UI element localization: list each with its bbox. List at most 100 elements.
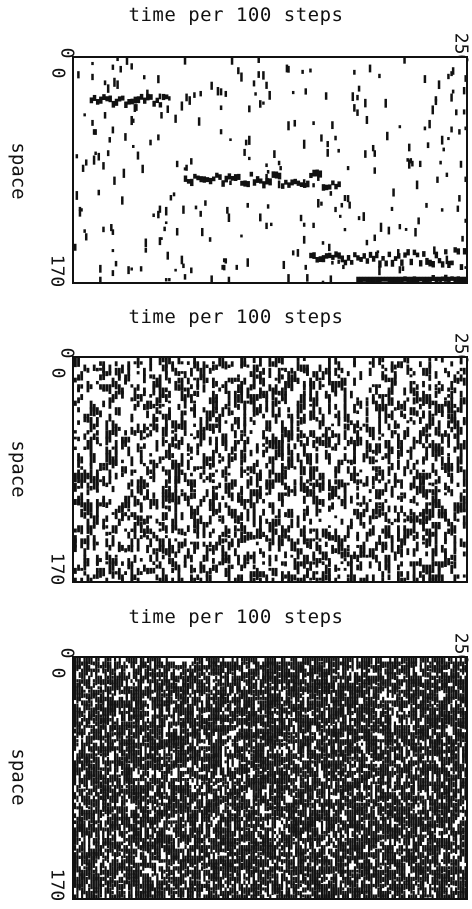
heatmap-cell <box>98 877 100 881</box>
heatmap-cell <box>156 658 158 662</box>
heatmap-cell <box>240 235 243 238</box>
heatmap-cell <box>399 125 402 128</box>
heatmap-cell <box>315 437 318 444</box>
heatmap-cell <box>182 722 184 729</box>
heatmap-cell <box>166 880 168 884</box>
heatmap-cell <box>369 277 372 282</box>
heatmap-cell <box>381 358 384 362</box>
heatmap-cell <box>143 424 146 434</box>
heatmap-cell <box>262 71 265 79</box>
heatmap-cell <box>85 233 88 240</box>
heatmap-cell <box>319 381 322 390</box>
heatmap-cell <box>231 492 234 501</box>
heatmap-cell <box>95 806 97 814</box>
heatmap-cell <box>166 866 168 872</box>
heatmap-cell <box>83 512 86 519</box>
heatmap-cell <box>102 884 104 887</box>
heatmap-cell <box>126 880 128 884</box>
heatmap-cell <box>356 397 359 400</box>
heatmap-cell <box>256 176 259 183</box>
heatmap-cell <box>116 704 118 708</box>
heatmap-cell <box>147 877 149 885</box>
heatmap-cell <box>366 401 369 407</box>
heatmap-cell <box>145 845 147 851</box>
heatmap-cell <box>381 374 384 380</box>
heatmap-cell <box>95 722 97 727</box>
heatmap-cell <box>328 397 331 401</box>
heatmap-cell <box>322 476 325 479</box>
heatmap-cell <box>265 223 268 229</box>
heatmap-cell <box>394 506 397 513</box>
heatmap-cell <box>366 116 369 124</box>
heatmap-cell <box>265 447 268 453</box>
heatmap-cell <box>359 470 362 473</box>
heatmap-cell <box>77 460 80 468</box>
heatmap-cell <box>102 863 104 869</box>
heatmap-cell <box>98 190 101 196</box>
heatmap-cell <box>463 420 466 425</box>
heatmap-cell <box>105 662 107 669</box>
heatmap-cell <box>152 404 155 408</box>
heatmap-cell <box>165 525 168 533</box>
heatmap-cell <box>441 447 444 455</box>
heatmap-cell <box>422 381 425 387</box>
heatmap-cell <box>152 746 154 750</box>
heatmap-cell <box>403 466 406 476</box>
heatmap-cell <box>201 228 204 236</box>
heatmap-cell <box>128 796 130 799</box>
heatmap-cell <box>109 785 111 789</box>
heatmap-cell <box>344 506 347 510</box>
heatmap-cell <box>123 718 125 721</box>
heatmap-cell <box>193 378 196 381</box>
heatmap-cell <box>363 453 366 462</box>
heatmap-cell <box>170 863 172 866</box>
heatmap-cell <box>228 506 231 516</box>
heatmap-cell <box>81 796 83 803</box>
heatmap-cell <box>372 437 375 441</box>
heatmap-cell <box>190 578 193 581</box>
heatmap-cell <box>173 887 175 890</box>
heatmap-cell <box>268 558 271 562</box>
heatmap-cell <box>294 558 297 565</box>
heatmap-cell <box>297 578 300 581</box>
heatmap-cell <box>165 414 168 421</box>
heatmap-cell <box>112 842 114 849</box>
heatmap-cell <box>93 714 95 717</box>
heatmap-cell <box>416 502 419 505</box>
heatmap-cell <box>428 483 431 486</box>
heatmap-cell <box>256 492 259 499</box>
heatmap-cell <box>168 96 171 100</box>
heatmap-cell <box>140 506 143 513</box>
heatmap-cell <box>384 535 387 539</box>
heatmap-cell <box>331 180 334 185</box>
heatmap-cell <box>240 470 243 478</box>
heatmap-cell <box>95 760 97 767</box>
heatmap-cell <box>74 568 77 574</box>
heatmap-cell <box>116 799 118 803</box>
heatmap-cell <box>175 884 177 890</box>
heatmap-cell <box>397 253 400 259</box>
heatmap-cell <box>363 483 366 487</box>
heatmap-cell <box>359 578 362 581</box>
heatmap-cell <box>231 378 234 384</box>
heatmap-cell <box>447 277 450 282</box>
heatmap-cell <box>457 574 460 578</box>
heatmap-cell <box>331 261 334 265</box>
heatmap-cell <box>406 397 409 401</box>
heatmap-cell <box>142 891 144 898</box>
heatmap-cell <box>177 789 179 794</box>
heatmap-cell <box>375 407 378 411</box>
heatmap-cell <box>181 391 184 401</box>
heatmap-cell <box>149 739 151 743</box>
heatmap-cell <box>309 397 312 401</box>
heatmap-cell <box>309 404 312 407</box>
heatmap-cell <box>140 845 142 850</box>
heatmap-cell <box>147 834 149 839</box>
heatmap-cell <box>152 725 154 729</box>
heatmap-cell <box>184 401 187 409</box>
heatmap-cell <box>463 470 466 480</box>
heatmap-cell <box>96 407 99 415</box>
heatmap-cell <box>180 686 182 692</box>
heatmap-cell <box>76 838 78 842</box>
heatmap-cell <box>130 63 133 69</box>
